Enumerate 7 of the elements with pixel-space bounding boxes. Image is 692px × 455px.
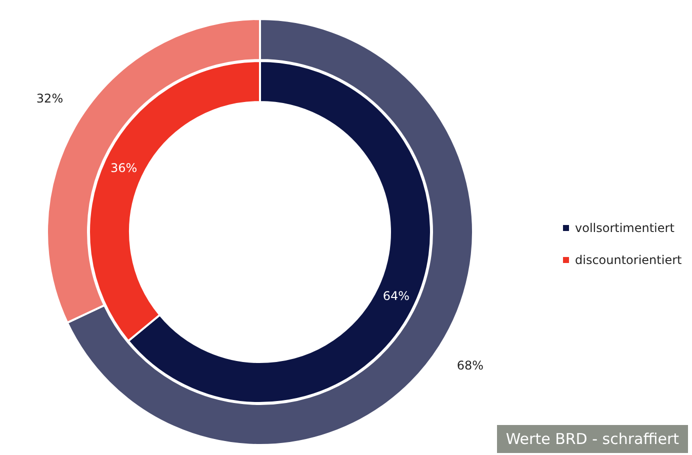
data-label: 64% [382,289,410,304]
text: Werte BRD - schraffiert [496,425,688,453]
legend-label: vollsortimentiert [575,221,674,235]
legend-label: discountorientiert [575,253,682,267]
data-label: 32% [36,92,64,106]
data-label: 68% [456,358,484,372]
data-label: 36% [110,160,138,175]
